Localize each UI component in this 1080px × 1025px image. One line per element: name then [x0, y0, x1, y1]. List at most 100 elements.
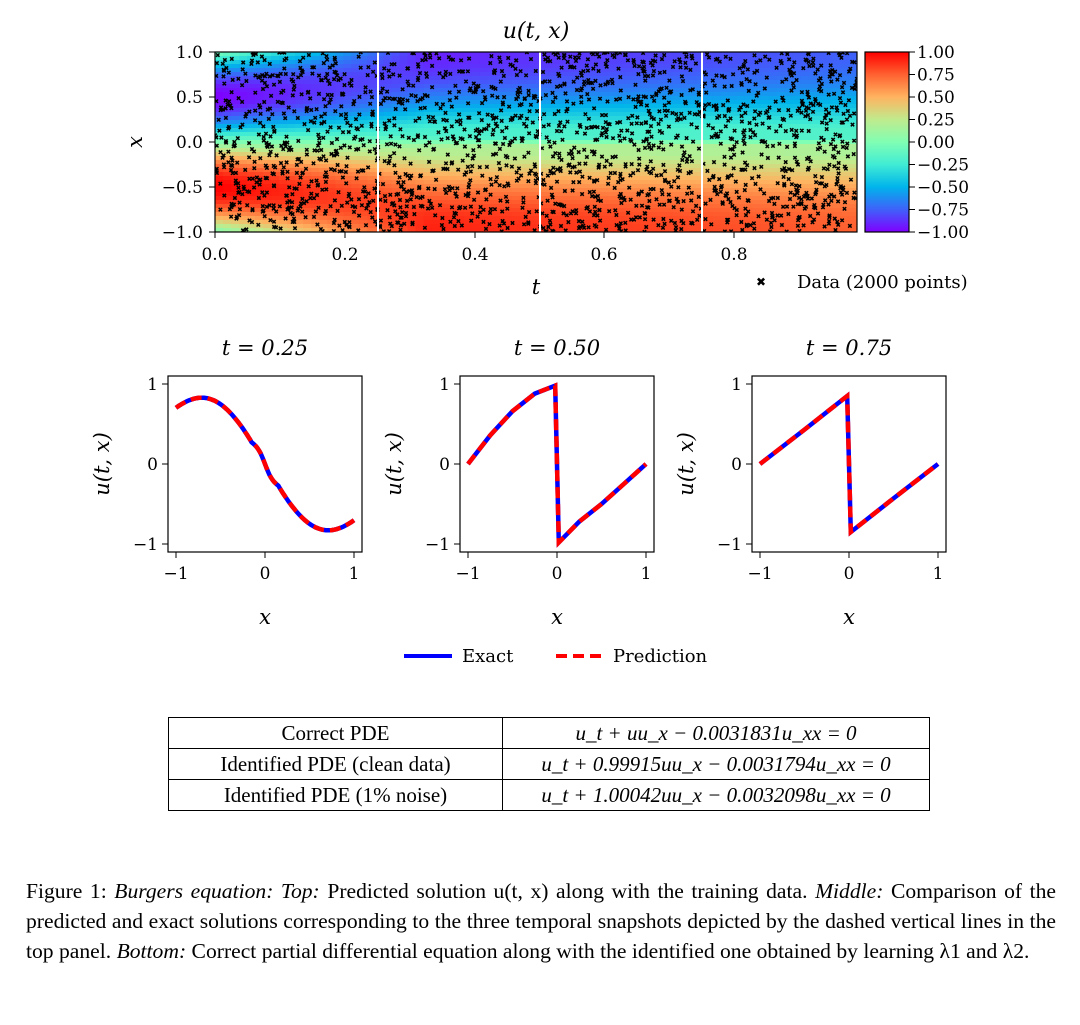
- heatmap-cell: [824, 172, 834, 177]
- heatmap-cell: [768, 180, 778, 185]
- heatmap-cell: [351, 156, 361, 161]
- heatmap-cell: [568, 116, 577, 121]
- heatmap-cell: [624, 56, 633, 61]
- heatmap-cell: [215, 156, 224, 161]
- heatmap-cell: [704, 144, 714, 149]
- heatmap-cell: [720, 60, 730, 65]
- heatmap-cell: [375, 60, 385, 65]
- heatmap-cell: [712, 184, 722, 189]
- heatmap-cell: [215, 196, 224, 201]
- heatmap-cell: [407, 180, 417, 185]
- heatmap-cell: [399, 152, 409, 157]
- table-cell-equation: u_t + 1.00042uu_x − 0.0032098u_xx = 0: [502, 779, 930, 811]
- heatmap-cell: [776, 56, 786, 61]
- heatmap-cell: [776, 220, 786, 225]
- heatmap-cell: [600, 180, 609, 185]
- heatmap-cell: [487, 200, 497, 205]
- heatmap-cell: [664, 160, 674, 165]
- heatmap-cell: [399, 116, 409, 121]
- heatmap-cell: [423, 176, 433, 181]
- heatmap-cell: [840, 120, 850, 125]
- heatmap-cell: [768, 100, 778, 105]
- heatmap-cell: [640, 184, 649, 189]
- heatmap-cell: [463, 224, 473, 229]
- x-tick-label: −1: [163, 564, 188, 584]
- heatmap-cell: [255, 152, 264, 157]
- heatmap-cell: [335, 200, 345, 205]
- heatmap-cell: [511, 152, 521, 157]
- heatmap-cell: [680, 184, 690, 189]
- data-legend-label: Data (2000 points): [797, 272, 968, 293]
- heatmap-cell: [560, 100, 569, 105]
- heatmap-cell: [479, 160, 489, 165]
- heatmap-cell: [704, 140, 714, 145]
- heatmap-cell: [600, 120, 609, 125]
- heatmap-cell: [576, 136, 585, 141]
- heatmap-cell: [511, 108, 521, 113]
- heatmap-cell: [511, 192, 521, 197]
- x-tick-label: −1: [455, 564, 480, 584]
- heatmap-cell: [776, 164, 786, 169]
- heatmap-cell: [760, 68, 770, 73]
- heatmap-cell: [560, 148, 569, 153]
- heatmap-cell: [479, 168, 489, 173]
- heatmap-cell: [688, 68, 698, 73]
- heatmap-cell: [560, 64, 569, 69]
- heatmap-cell: [656, 80, 666, 85]
- heatmap-cell: [648, 108, 657, 113]
- heatmap-cell: [632, 64, 641, 69]
- heatmap-cell: [519, 124, 529, 129]
- heatmap-cell: [223, 184, 232, 189]
- heatmap-cell: [351, 76, 361, 81]
- heatmap-cell: [447, 60, 457, 65]
- heatmap-cell: [816, 112, 826, 117]
- heatmap-cell: [527, 132, 537, 137]
- heatmap-cell: [776, 172, 786, 177]
- heatmap-cell: [816, 196, 826, 201]
- heatmap-cell: [784, 164, 794, 169]
- heatmap-cell: [848, 220, 857, 225]
- heatmap-cell: [311, 196, 320, 201]
- heatmap-cell: [367, 80, 377, 85]
- heatmap-cell: [439, 120, 449, 125]
- heatmap-cell: [479, 200, 489, 205]
- heatmap-cell: [736, 72, 746, 77]
- heatmap-cell: [247, 64, 256, 69]
- heatmap-cell: [391, 224, 401, 229]
- heatmap-cell: [568, 200, 577, 205]
- heatmap-cell: [495, 204, 505, 209]
- heatmap-cell: [784, 128, 794, 133]
- heatmap-cell: [560, 104, 569, 109]
- heatmap-cell: [800, 180, 810, 185]
- heatmap-cell: [688, 164, 698, 169]
- heatmap-cell: [832, 72, 842, 77]
- heatmap-cell: [672, 188, 682, 193]
- heatmap-cell: [511, 104, 521, 109]
- heatmap-cell: [664, 64, 674, 69]
- heatmap-cell: [231, 168, 240, 173]
- heatmap-cell: [335, 184, 345, 189]
- heatmap-cell: [816, 208, 826, 213]
- x-tick-label: 0: [844, 564, 855, 584]
- heatmap-cell: [640, 188, 649, 193]
- heatmap-cell: [215, 92, 224, 97]
- heatmap-cell: [455, 140, 465, 145]
- heatmap-cell: [519, 112, 529, 117]
- heatmap-cell: [407, 72, 417, 77]
- heatmap-cell: [351, 68, 361, 73]
- heatmap-cell: [279, 116, 288, 121]
- heatmap-cell: [672, 156, 682, 161]
- snapshot-x-axis-label: x: [259, 605, 271, 629]
- heatmap-cell: [287, 64, 296, 69]
- heatmap-cell: [728, 188, 738, 193]
- heatmap-cell: [728, 192, 738, 197]
- heatmap-cell: [367, 92, 377, 97]
- heatmap-cell: [592, 188, 601, 193]
- legend-exact-label: Exact: [462, 646, 514, 667]
- heatmap-cell: [303, 84, 312, 89]
- heatmap-cell: [816, 140, 826, 145]
- heatmap-cell: [447, 76, 457, 81]
- heatmap-cell: [616, 104, 625, 109]
- heatmap-cell: [544, 96, 553, 101]
- heatmap-cell: [720, 216, 730, 221]
